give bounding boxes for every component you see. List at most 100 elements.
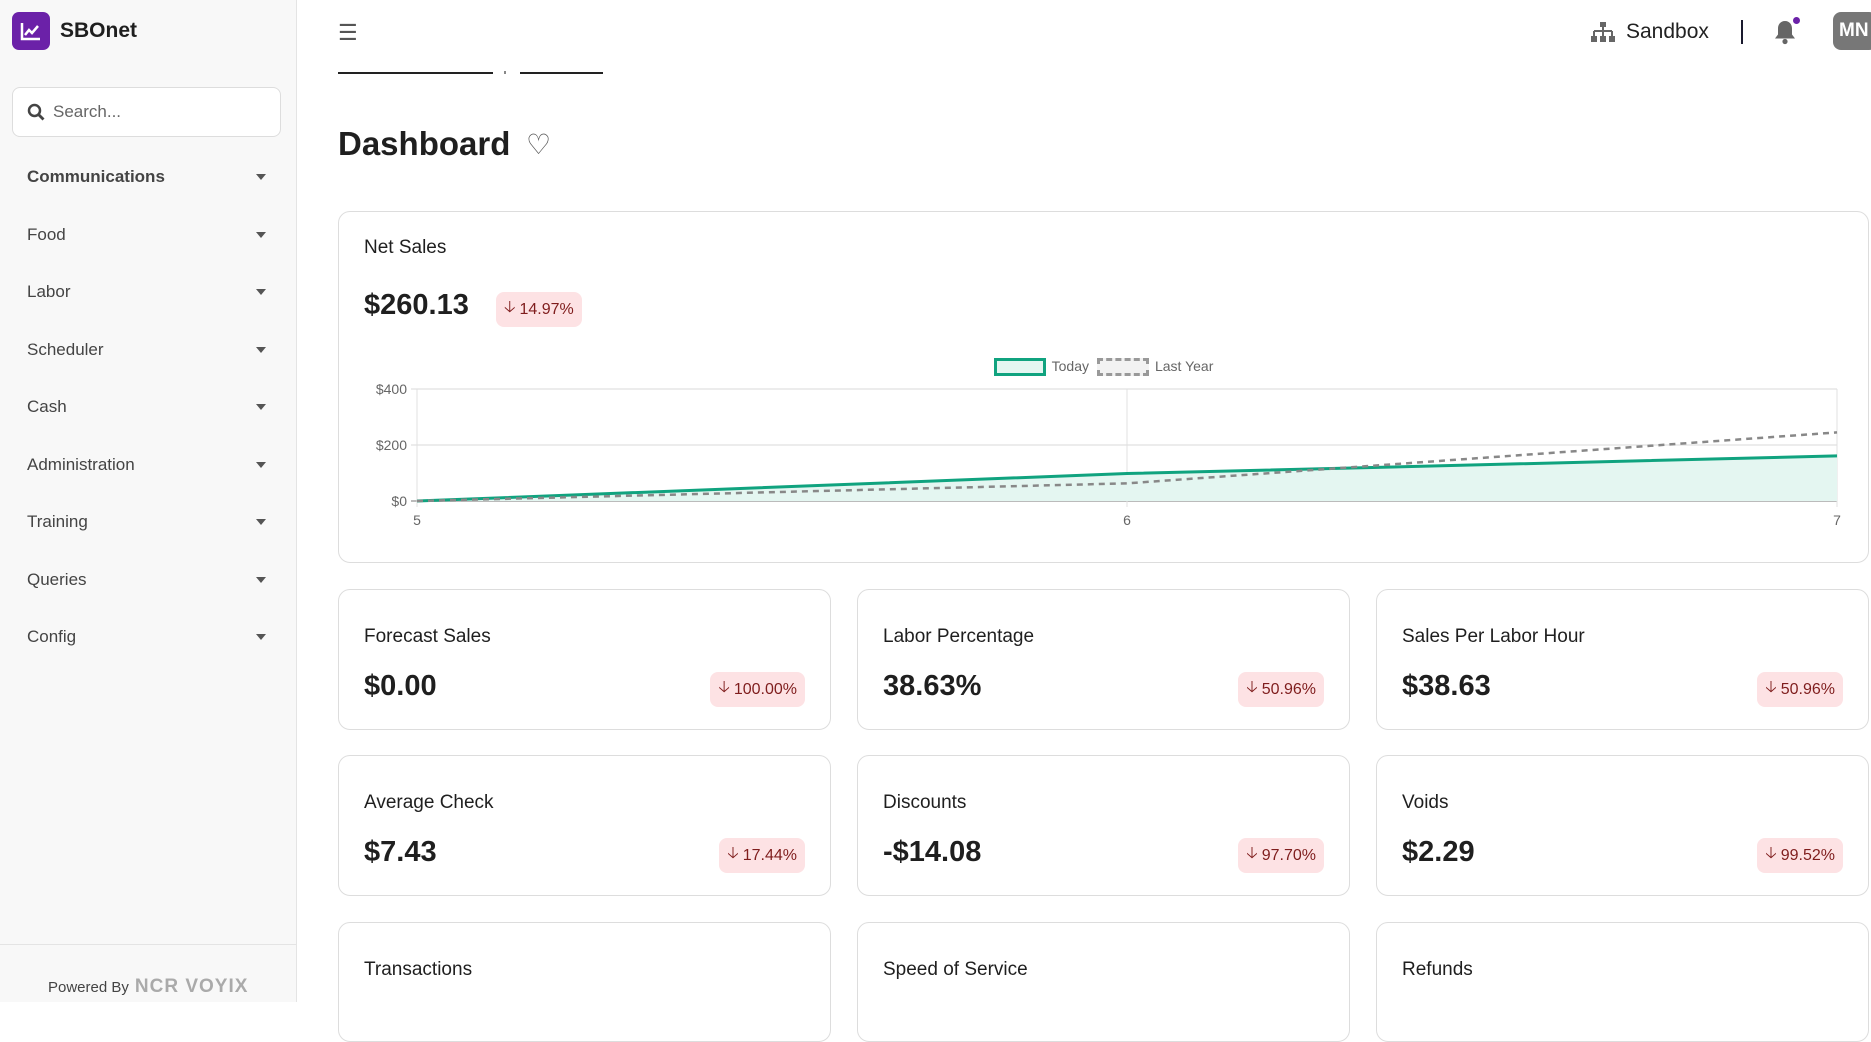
caret-down-icon xyxy=(256,462,266,468)
kpi-card[interactable]: Transactions xyxy=(338,922,831,1042)
notification-dot xyxy=(1793,17,1800,24)
powered-by: Powered By NCR VOYIX xyxy=(48,976,248,998)
x-tick-label: 7 xyxy=(1833,512,1841,528)
search-box[interactable] xyxy=(12,87,281,137)
caret-down-icon xyxy=(256,634,266,640)
sitemap-icon xyxy=(1590,21,1616,43)
caret-down-icon xyxy=(256,174,266,180)
change-value: 97.70% xyxy=(1262,847,1316,865)
avatar[interactable]: MN xyxy=(1833,12,1871,50)
card-value: $38.63 xyxy=(1402,670,1491,703)
sidebar-item-label: Food xyxy=(27,225,66,245)
card-title: Transactions xyxy=(364,959,472,981)
arrow-down-icon: 🡣 xyxy=(1765,842,1777,869)
x-tick-label: 6 xyxy=(1123,512,1131,528)
sidebar-item-labor[interactable]: Labor xyxy=(12,270,281,314)
environment-selector[interactable]: Sandbox xyxy=(1590,20,1709,44)
tab-placeholder[interactable] xyxy=(520,72,603,74)
sidebar-item-label: Training xyxy=(27,512,88,532)
sidebar: SBOnet Communications Food Labor Schedul… xyxy=(0,0,297,1002)
app-logo[interactable] xyxy=(12,12,50,50)
powered-by-label: Powered By xyxy=(48,979,129,996)
net-sales-chart: $0 $200 $400 5 6 7 xyxy=(339,212,1870,564)
card-value: 38.63% xyxy=(883,670,981,703)
card-title: Sales Per Labor Hour xyxy=(1402,626,1585,648)
sidebar-item-food[interactable]: Food xyxy=(12,213,281,257)
environment-label: Sandbox xyxy=(1626,20,1709,44)
change-badge: 🡣50.96% xyxy=(1757,672,1843,707)
arrow-down-icon: 🡣 xyxy=(718,676,730,703)
tab-separator xyxy=(504,71,506,74)
kpi-card[interactable]: Speed of Service xyxy=(857,922,1350,1042)
card-title: Average Check xyxy=(364,792,494,814)
change-value: 50.96% xyxy=(1781,681,1835,699)
sidebar-item-config[interactable]: Config xyxy=(12,615,281,659)
card-title: Speed of Service xyxy=(883,959,1028,981)
arrow-down-icon: 🡣 xyxy=(1246,842,1258,869)
sidebar-item-cash[interactable]: Cash xyxy=(12,385,281,429)
sidebar-item-label: Scheduler xyxy=(27,340,104,360)
kpi-card[interactable]: Voids $2.29 🡣99.52% xyxy=(1376,755,1869,896)
change-badge: 🡣100.00% xyxy=(710,672,805,707)
change-badge: 🡣17.44% xyxy=(719,838,805,873)
sidebar-item-queries[interactable]: Queries xyxy=(12,558,281,602)
page-title: Dashboard xyxy=(338,125,510,163)
sidebar-item-label: Cash xyxy=(27,397,67,417)
favorite-heart-icon[interactable]: ♡ xyxy=(526,128,551,161)
search-icon xyxy=(27,103,45,121)
card-title: Discounts xyxy=(883,792,966,814)
kpi-card[interactable]: Discounts -$14.08 🡣97.70% xyxy=(857,755,1350,896)
y-tick-label: $200 xyxy=(376,437,407,453)
arrow-down-icon: 🡣 xyxy=(1765,676,1777,703)
card-value: $0.00 xyxy=(364,670,437,703)
caret-down-icon xyxy=(256,289,266,295)
card-title: Forecast Sales xyxy=(364,626,491,648)
sidebar-item-label: Queries xyxy=(27,570,87,590)
net-sales-card[interactable]: Net Sales $260.13 🡣14.97% Today Last Yea… xyxy=(338,211,1869,563)
change-value: 17.44% xyxy=(743,847,797,865)
change-badge: 🡣99.52% xyxy=(1757,838,1843,873)
sidebar-item-communications[interactable]: Communications xyxy=(12,155,281,199)
change-badge: 🡣50.96% xyxy=(1238,672,1324,707)
kpi-card[interactable]: Forecast Sales $0.00 🡣100.00% xyxy=(338,589,831,730)
sidebar-item-label: Config xyxy=(27,627,76,647)
x-tick-label: 5 xyxy=(413,512,421,528)
y-tick-label: $0 xyxy=(391,493,407,509)
sidebar-item-label: Labor xyxy=(27,282,70,302)
change-value: 99.52% xyxy=(1781,847,1835,865)
card-value: $7.43 xyxy=(364,836,437,869)
header-actions: Sandbox xyxy=(1590,14,1797,50)
card-value: $2.29 xyxy=(1402,836,1475,869)
arrow-down-icon: 🡣 xyxy=(727,842,739,869)
change-value: 50.96% xyxy=(1262,681,1316,699)
card-title: Labor Percentage xyxy=(883,626,1034,648)
menu-icon[interactable]: ☰ xyxy=(338,22,356,44)
caret-down-icon xyxy=(256,232,266,238)
card-title: Refunds xyxy=(1402,959,1473,981)
tab-placeholder[interactable] xyxy=(338,72,493,74)
y-tick-label: $400 xyxy=(376,381,407,397)
app-name: SBOnet xyxy=(60,19,137,43)
sidebar-item-label: Communications xyxy=(27,167,165,187)
sidebar-item-scheduler[interactable]: Scheduler xyxy=(12,328,281,372)
kpi-card[interactable]: Labor Percentage 38.63% 🡣50.96% xyxy=(857,589,1350,730)
kpi-card[interactable]: Sales Per Labor Hour $38.63 🡣50.96% xyxy=(1376,589,1869,730)
divider xyxy=(1741,20,1743,44)
kpi-card[interactable]: Refunds xyxy=(1376,922,1869,1042)
sidebar-item-label: Administration xyxy=(27,455,135,475)
caret-down-icon xyxy=(256,577,266,583)
chart-line-icon xyxy=(20,21,42,41)
caret-down-icon xyxy=(256,404,266,410)
caret-down-icon xyxy=(256,347,266,353)
notifications-button[interactable] xyxy=(1773,19,1797,45)
ncr-voyix-logo: NCR VOYIX xyxy=(135,976,249,998)
change-badge: 🡣97.70% xyxy=(1238,838,1324,873)
card-title: Voids xyxy=(1402,792,1448,814)
caret-down-icon xyxy=(256,519,266,525)
sidebar-item-training[interactable]: Training xyxy=(12,500,281,544)
card-value: -$14.08 xyxy=(883,836,981,869)
arrow-down-icon: 🡣 xyxy=(1246,676,1258,703)
kpi-card[interactable]: Average Check $7.43 🡣17.44% xyxy=(338,755,831,896)
search-input[interactable] xyxy=(53,102,253,122)
sidebar-item-administration[interactable]: Administration xyxy=(12,443,281,487)
